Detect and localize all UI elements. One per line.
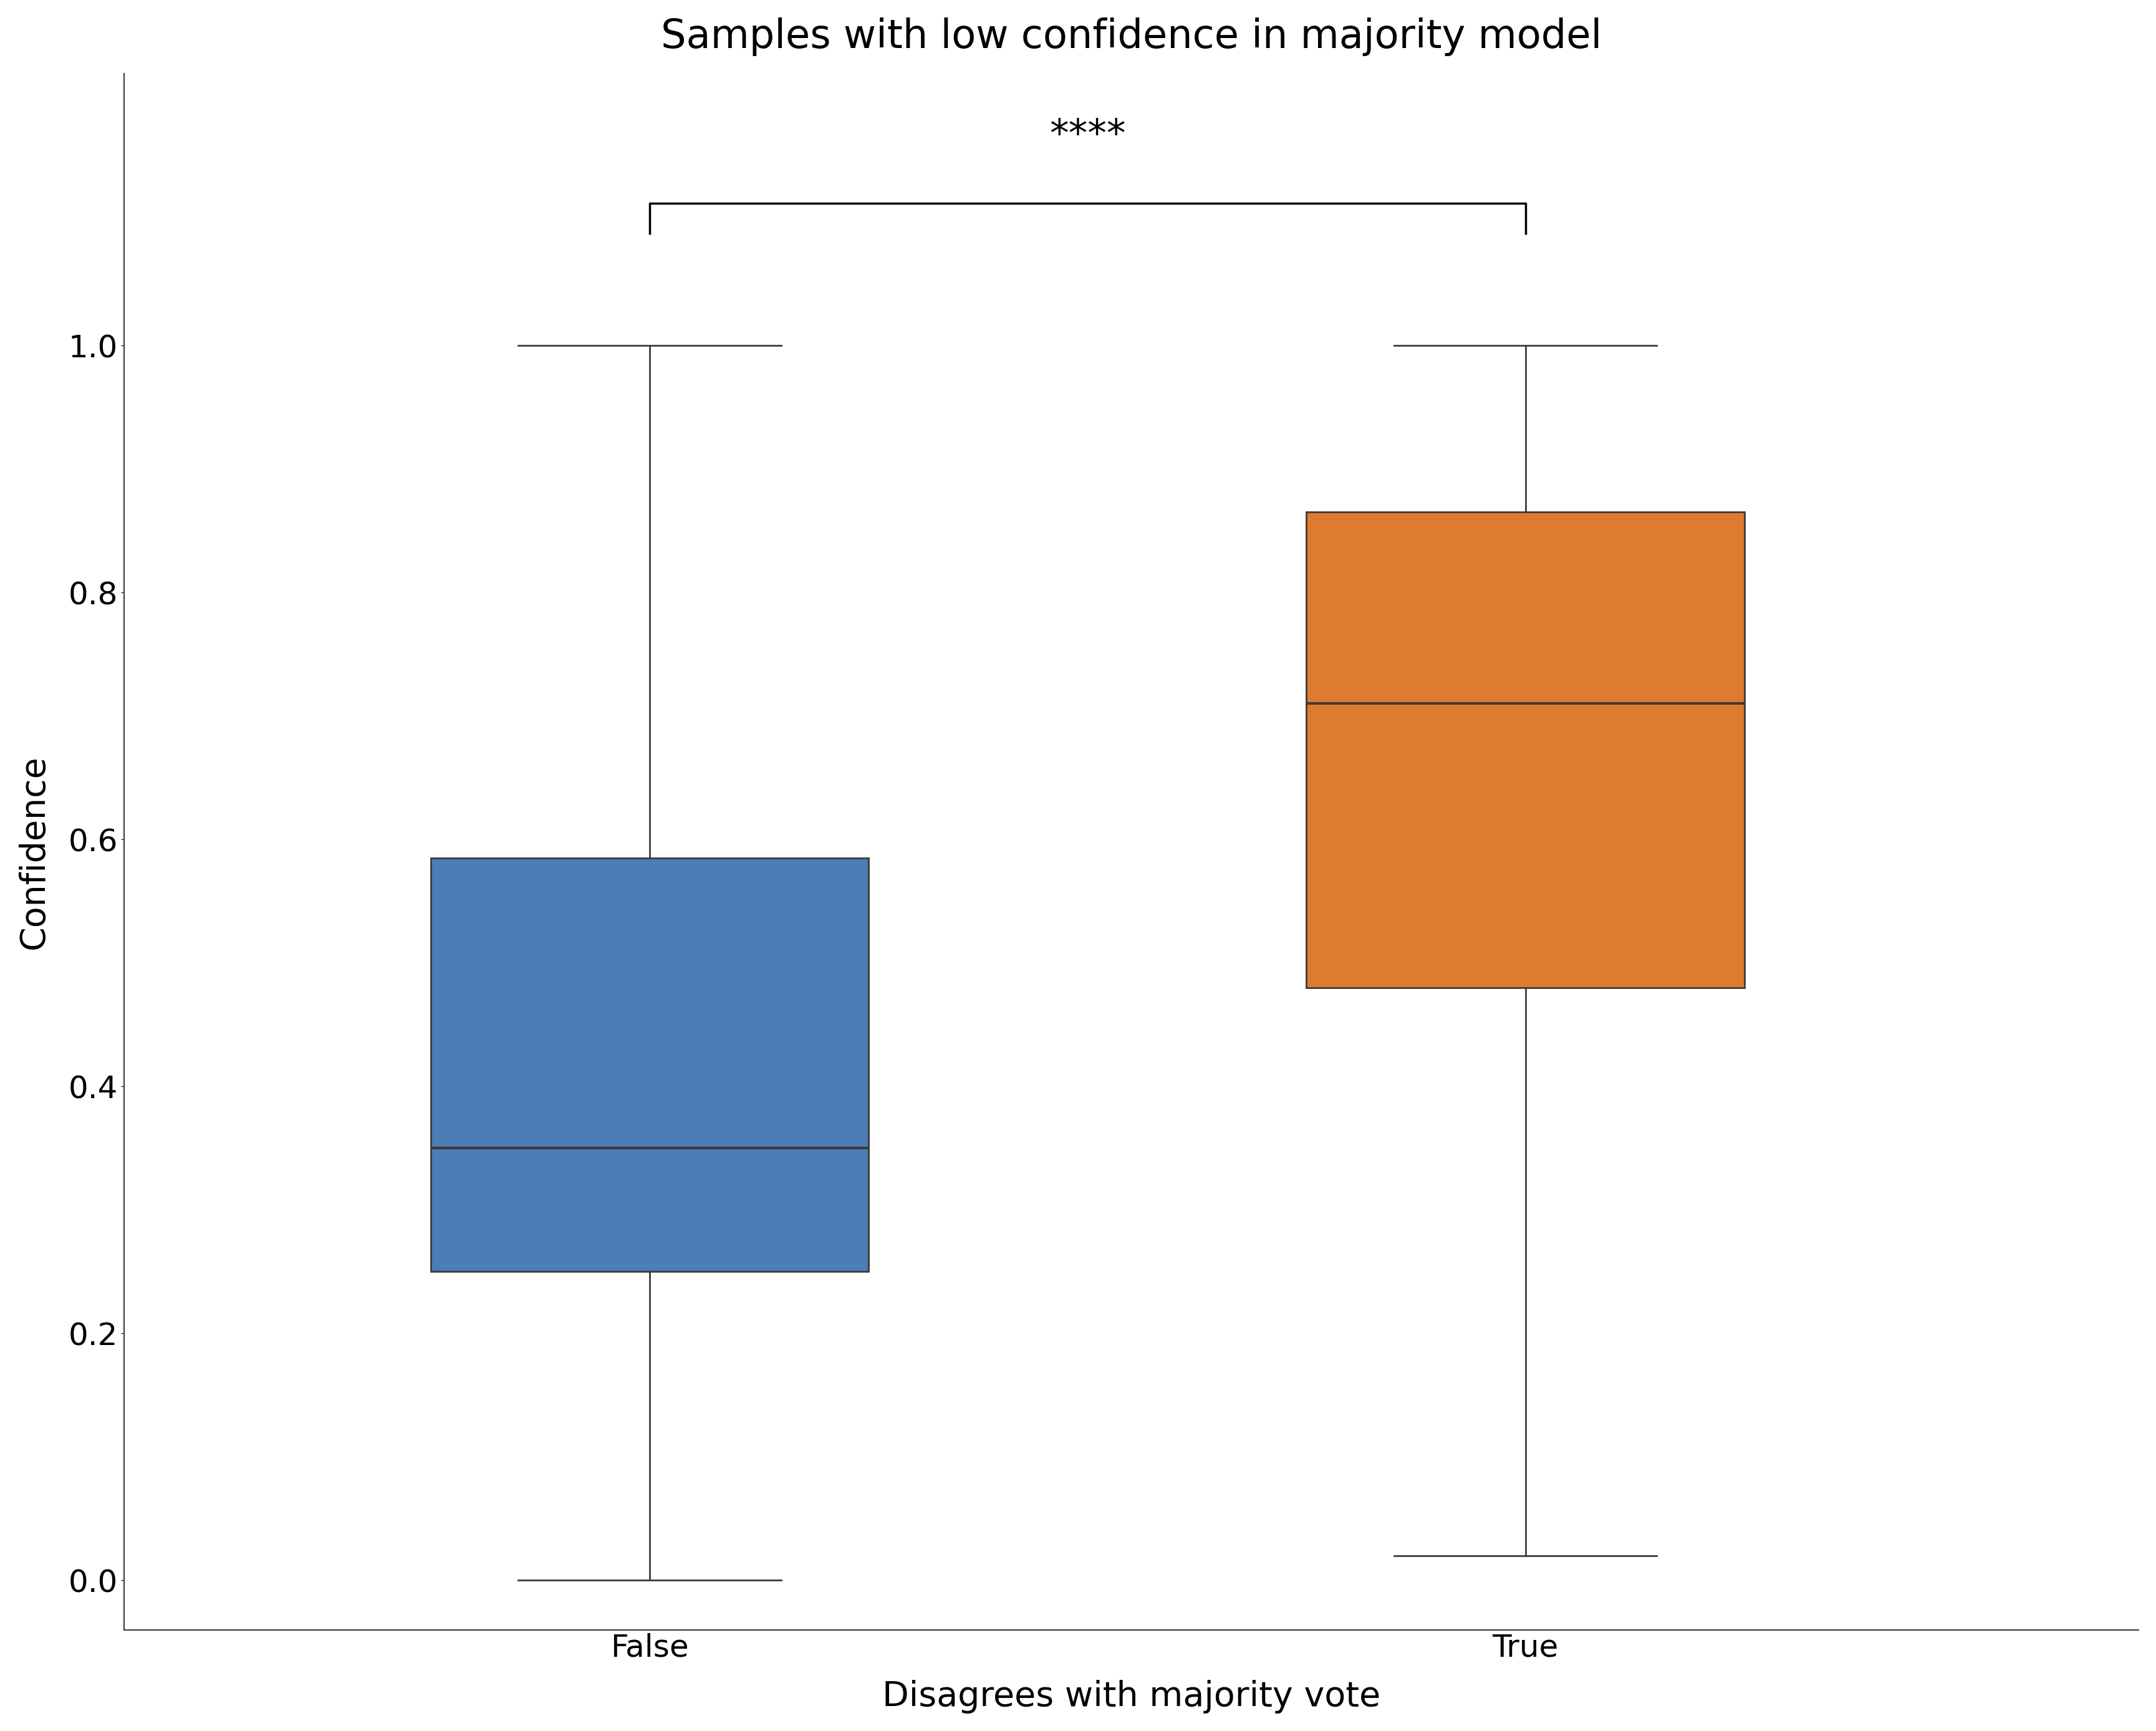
X-axis label: Disagrees with majority vote: Disagrees with majority vote: [882, 1681, 1380, 1714]
Title: Samples with low confidence in majority model: Samples with low confidence in majority …: [660, 17, 1602, 55]
Text: ****: ****: [1050, 118, 1125, 154]
Bar: [1307, 512, 1744, 988]
Bar: [431, 859, 869, 1272]
Y-axis label: Confidence: Confidence: [17, 755, 52, 949]
